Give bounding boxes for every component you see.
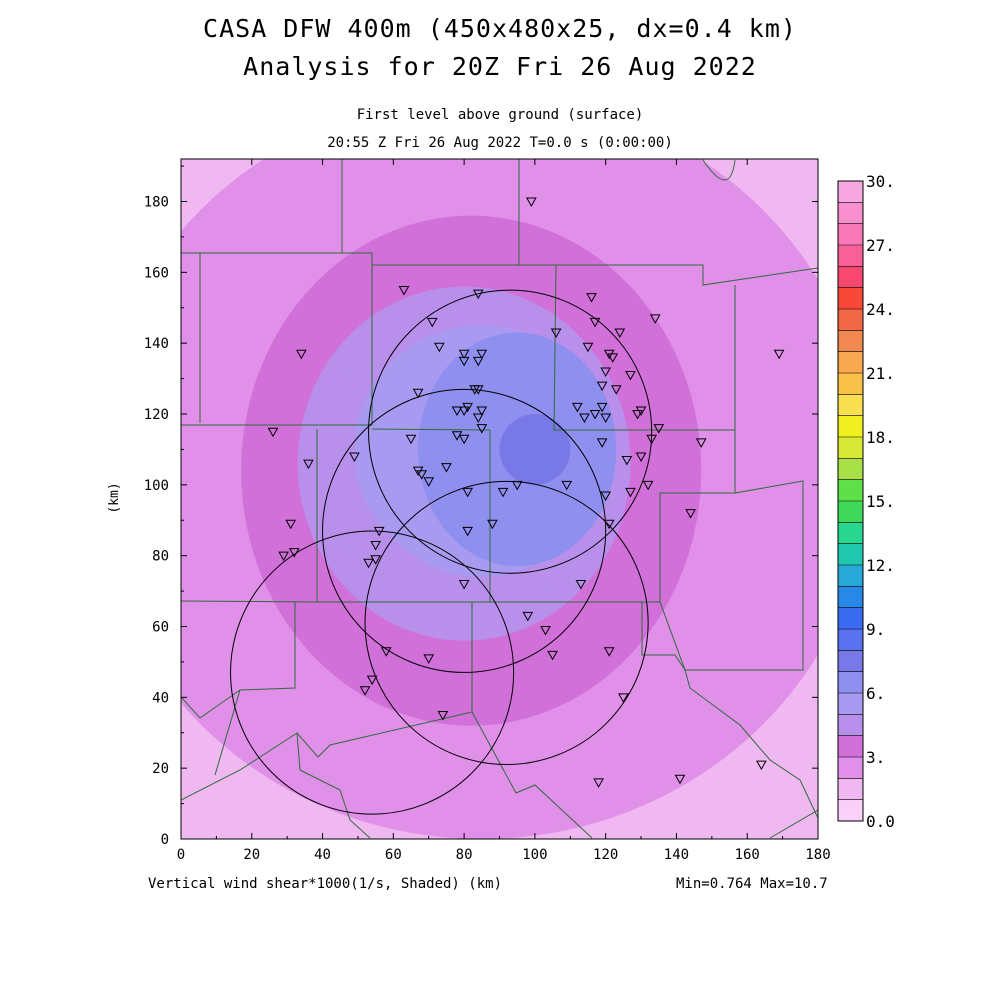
colorbar-tick-label: 30. — [866, 172, 895, 191]
radar-ring-0 — [368, 289, 653, 574]
colorbar-swatch — [838, 437, 863, 459]
colorbar-tick-label: 18. — [866, 428, 895, 447]
y-axis-label: (km) — [107, 482, 122, 513]
x-tick-label: 120 — [593, 847, 618, 863]
colorbar-swatch — [838, 543, 863, 566]
radar-rings — [230, 289, 653, 815]
colorbar-swatch — [838, 458, 863, 481]
colorbar-swatch — [838, 650, 863, 673]
colorbar-tick-label: 15. — [866, 492, 895, 511]
shade-level-10 — [499, 414, 571, 485]
colorbar-swatch — [838, 394, 863, 417]
county-borders — [181, 159, 818, 839]
colorbar-tick-label: 24. — [866, 300, 895, 319]
colorbar-tick-label: 0.0 — [866, 812, 895, 831]
radar-ring-1 — [322, 388, 607, 673]
y-tick-label: 180 — [144, 195, 169, 211]
time-label: 20:55 Z Fri 26 Aug 2022 T=0.0 s (0:00:00… — [327, 135, 673, 151]
colorbar-swatch — [838, 693, 863, 715]
colorbar-swatch — [838, 565, 863, 587]
colorbar-swatch — [838, 735, 863, 758]
colorbar-swatch — [838, 586, 863, 609]
colorbar-swatch — [838, 671, 863, 694]
colorbar-tick-label: 9. — [866, 620, 885, 639]
y-tick-label: 80 — [152, 549, 169, 565]
colorbar-swatch — [838, 309, 863, 331]
y-tick-label: 0 — [161, 832, 169, 848]
y-tick-label: 100 — [144, 478, 169, 494]
colorbar-swatch — [838, 202, 863, 225]
colorbar-tick-label: 3. — [866, 748, 885, 767]
y-tick-label: 20 — [152, 761, 169, 777]
radar-ring-3 — [230, 530, 515, 815]
colorbar-swatch — [838, 223, 863, 246]
colorbar-swatch — [838, 373, 863, 395]
colorbar-swatch — [838, 330, 863, 353]
colorbar-swatch — [838, 287, 863, 310]
x-tick-label: 0 — [177, 847, 185, 863]
colorbar-swatch — [838, 607, 863, 630]
x-axis: 0 20 40 60 80 100 120 140 160 180 — [177, 159, 831, 863]
y-tick-label: 60 — [152, 620, 169, 636]
colorbar: 0.0 3. 6. 9. 12. 15. 18. 21. 24. 27. 30. — [837, 172, 895, 831]
colorbar-tick-label: 27. — [866, 236, 895, 255]
x-tick-label: 100 — [522, 847, 547, 863]
radar-ring-2 — [364, 480, 649, 766]
x-tick-label: 180 — [805, 847, 830, 863]
colorbar-swatch — [838, 757, 863, 779]
colorbar-frame — [837, 180, 864, 822]
colorbar-swatch — [838, 522, 863, 545]
colorbar-swatch — [838, 415, 863, 438]
colorbar-swatch — [838, 181, 863, 203]
field-label: Vertical wind shear*1000(1/s, Shaded) (k… — [148, 876, 503, 892]
chart-title: CASA DFW 400m (450x480x25, dx=0.4 km) — [203, 14, 797, 43]
colorbar-swatch — [838, 629, 863, 651]
x-tick-label: 80 — [456, 847, 473, 863]
y-tick-label: 40 — [152, 690, 169, 706]
colorbar-swatch — [838, 245, 863, 267]
chart-subtitle: Analysis for 20Z Fri 26 Aug 2022 — [243, 52, 757, 81]
colorbar-swatch — [838, 266, 863, 289]
x-tick-label: 60 — [385, 847, 402, 863]
colorbar-tick-label: 6. — [866, 684, 885, 703]
colorbar-swatch — [838, 479, 863, 502]
y-tick-label: 160 — [144, 265, 169, 281]
y-tick-label: 120 — [144, 407, 169, 423]
y-axis: 0 20 40 60 80 100 120 140 160 180 — [144, 165, 818, 848]
x-tick-label: 160 — [735, 847, 760, 863]
colorbar-swatch — [838, 351, 863, 374]
x-tick-label: 20 — [243, 847, 260, 863]
colorbar-tick-label: 12. — [866, 556, 895, 575]
colorbar-tick-label: 21. — [866, 364, 895, 383]
min-max-label: Min=0.764 Max=10.7 — [676, 876, 828, 892]
colorbar-swatch — [838, 501, 863, 523]
colorbar-swatch — [838, 778, 863, 801]
colorbar-swatch — [838, 799, 863, 822]
y-tick-label: 140 — [144, 336, 169, 352]
x-tick-label: 140 — [664, 847, 689, 863]
colorbar-swatch — [838, 714, 863, 737]
level-label: First level above ground (surface) — [356, 107, 644, 123]
x-tick-label: 40 — [314, 847, 331, 863]
